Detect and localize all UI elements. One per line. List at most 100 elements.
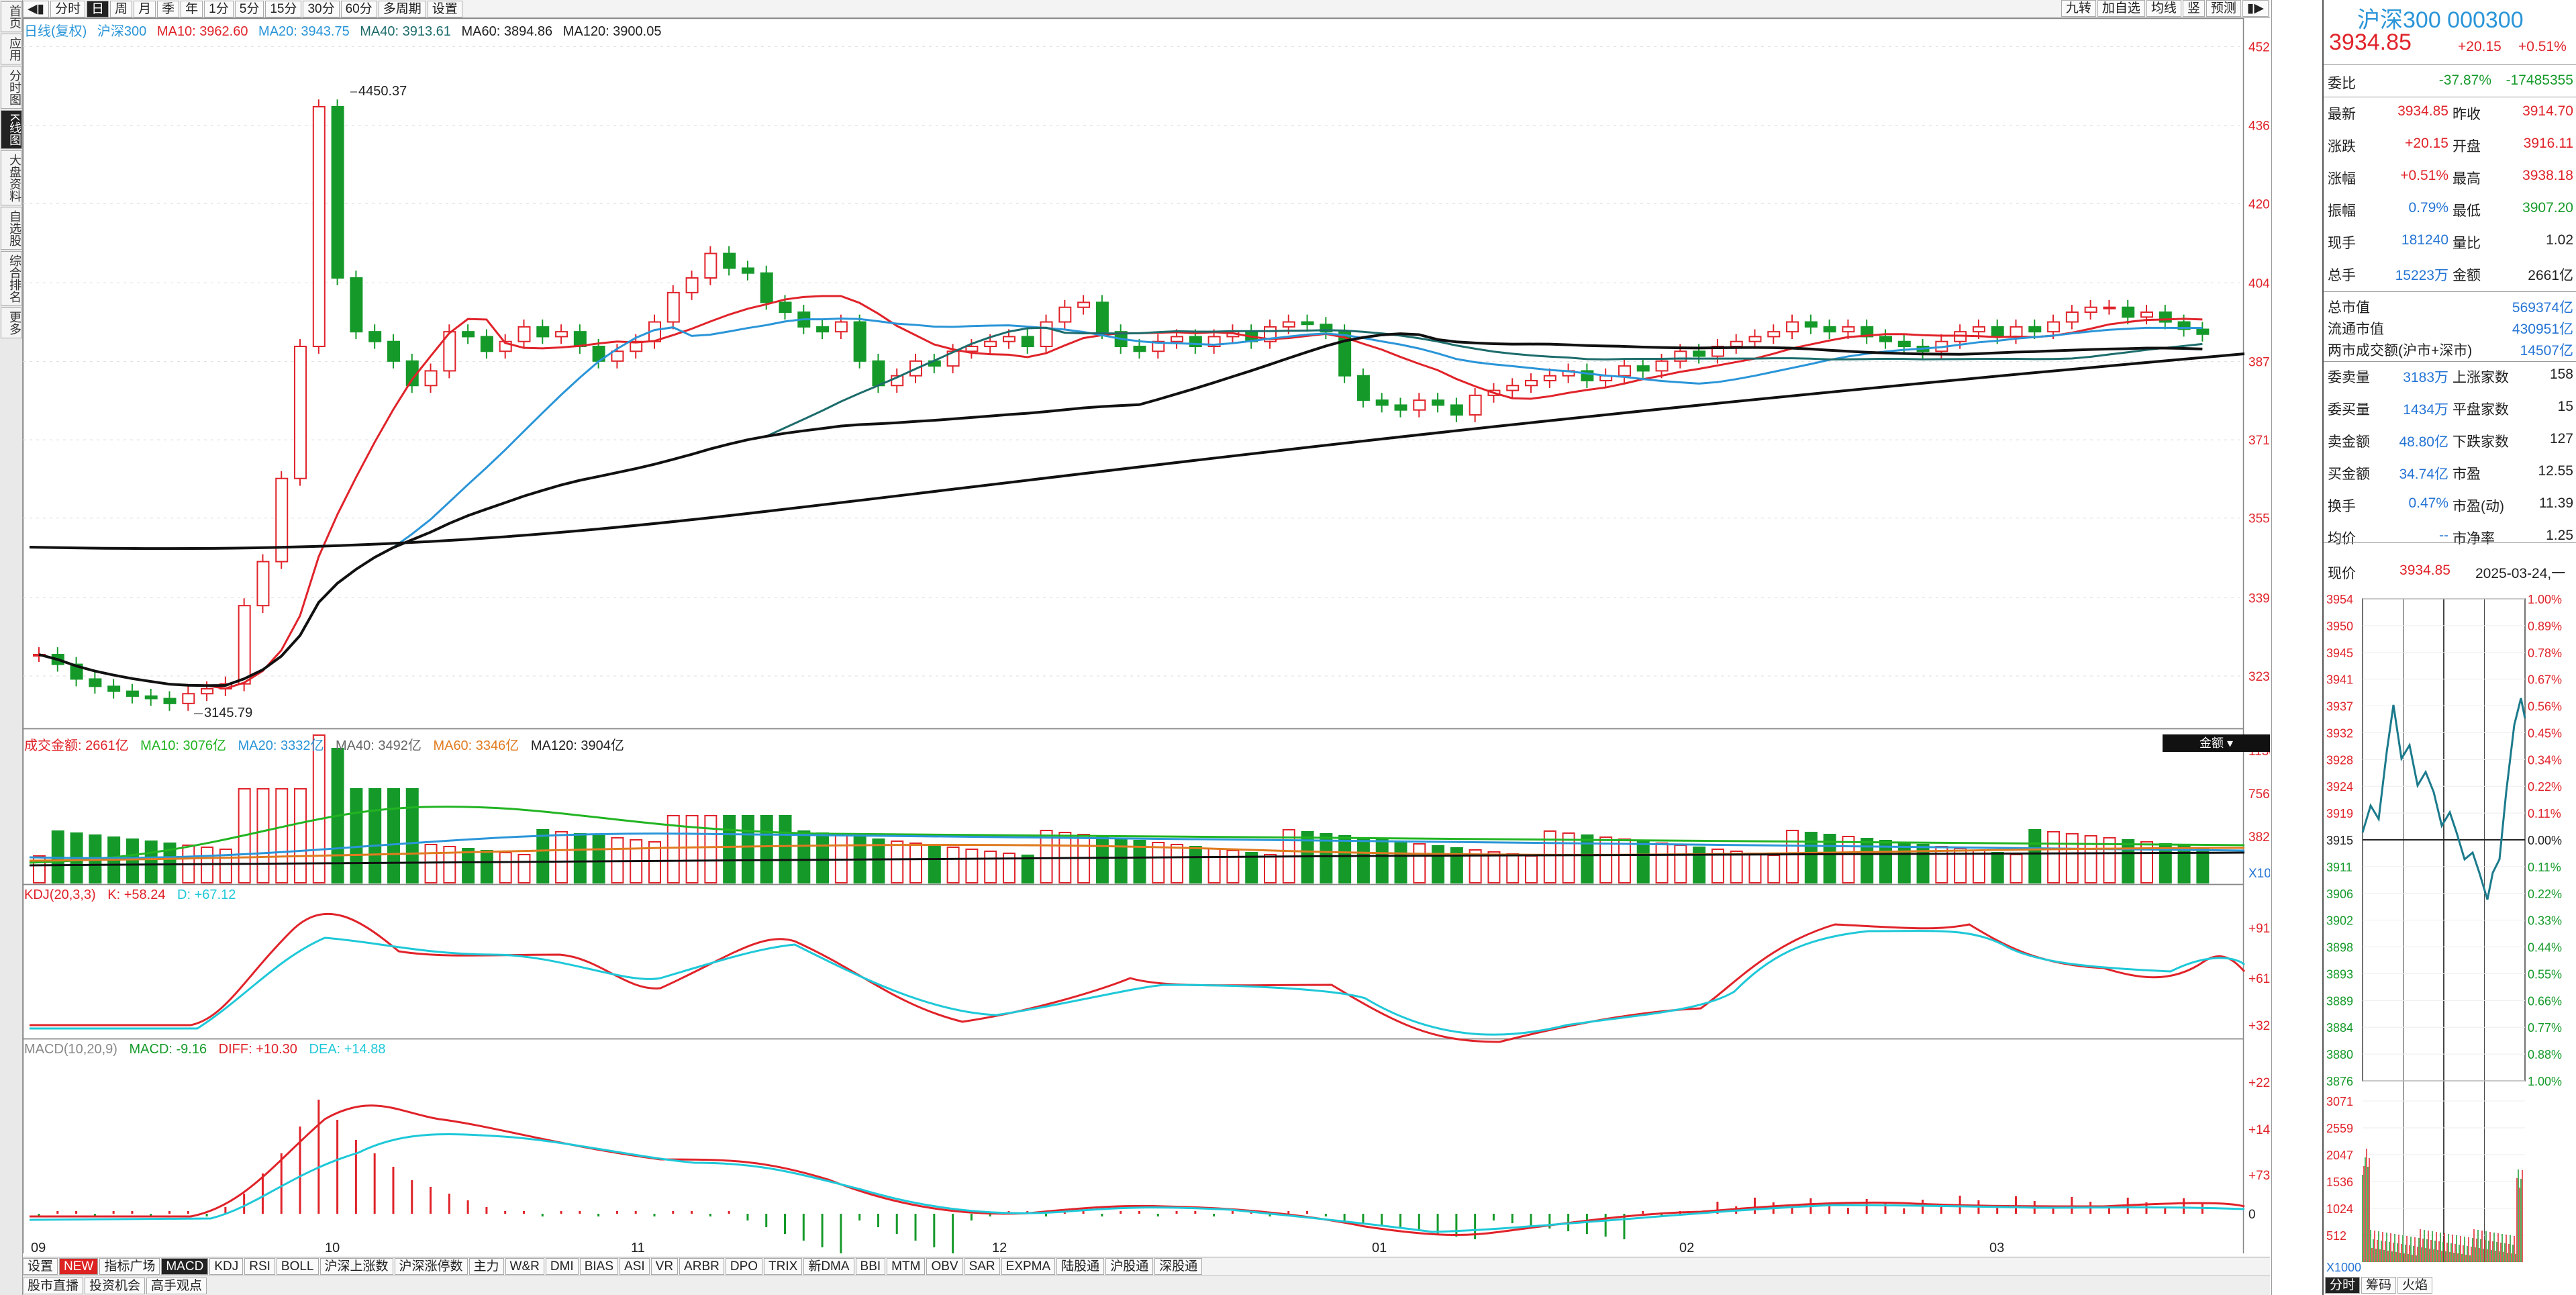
period-tab-6[interactable]: 1分: [204, 0, 234, 17]
indicator-tab-10[interactable]: W&R: [505, 1257, 544, 1275]
volume-bar: [1581, 834, 1594, 883]
candle: [163, 691, 177, 711]
rail-item-2[interactable]: 分时图: [1, 66, 22, 109]
indicator-tab-6[interactable]: BOLL: [276, 1257, 319, 1275]
period-tab-9[interactable]: 30分: [303, 0, 340, 17]
period-tab-2[interactable]: 周: [110, 0, 133, 17]
indicator-tab-22[interactable]: SAR: [964, 1257, 1000, 1275]
candle: [424, 363, 438, 393]
nav-right-button[interactable]: ▮▶: [2242, 0, 2269, 17]
candle: [70, 657, 83, 687]
indicator-tab-19[interactable]: BBI: [855, 1257, 886, 1275]
volume-bar: [685, 815, 699, 883]
quote-row: 涨幅 +0.51% 最高 3938.18: [2328, 168, 2573, 188]
tool-button-1[interactable]: 加自选: [2097, 0, 2145, 17]
indicator-tab-3[interactable]: MACD: [161, 1257, 209, 1275]
indicator-tab-20[interactable]: MTM: [887, 1257, 926, 1275]
quote-label: 市净率: [2453, 531, 2495, 546]
volume-bar: [1133, 840, 1146, 883]
period-tab-10[interactable]: 60分: [340, 0, 377, 17]
rail-item-7[interactable]: 更多: [1, 307, 22, 339]
volume-bar: [1861, 838, 1874, 883]
volume-bar: [666, 815, 680, 883]
volume-bar: [499, 852, 512, 883]
tool-button-0[interactable]: 九转: [2061, 0, 2096, 17]
volume-bar: [1356, 837, 1370, 883]
candle: [1748, 329, 1762, 349]
volume-bar: [517, 854, 531, 883]
candle: [2122, 299, 2135, 325]
ltsz-row: 流通市值 430951亿: [2328, 318, 2573, 338]
rail-item-0[interactable]: 首页: [1, 1, 22, 32]
indicator-tab-7[interactable]: 沪深上涨数: [319, 1257, 393, 1275]
intraday-pct-tick: 0.89%: [2528, 620, 2562, 633]
candle: [1767, 324, 1781, 344]
price-tick: 4202: [2248, 197, 2270, 211]
period-tab-7[interactable]: 5分: [234, 0, 264, 17]
period-tab-12[interactable]: 设置: [427, 0, 462, 17]
indicator-tab-23[interactable]: EXPMA: [1001, 1257, 1056, 1275]
tool-button-4[interactable]: 预测: [2206, 0, 2241, 17]
indicator-tab-26[interactable]: 深股通: [1154, 1257, 1203, 1275]
rail-item-3[interactable]: K线图: [1, 110, 22, 150]
rail-item-4[interactable]: 大盘资料: [1, 150, 22, 206]
status-link-0[interactable]: 股市直播: [23, 1277, 84, 1294]
indicator-tab-21[interactable]: OBV: [926, 1257, 963, 1275]
rail-item-1[interactable]: 应用: [1, 34, 22, 64]
indicator-tab-15[interactable]: ARBR: [679, 1257, 724, 1275]
indicator-tab-4[interactable]: KDJ: [209, 1257, 244, 1275]
period-tab-11[interactable]: 多周期: [378, 0, 426, 17]
period-tab-1[interactable]: 日: [87, 0, 109, 17]
indicator-tab-11[interactable]: DMI: [545, 1257, 579, 1275]
indicator-tab-1[interactable]: NEW: [59, 1257, 99, 1275]
intraday-pct-tick: 0.34%: [2528, 753, 2562, 767]
indicator-tab-24[interactable]: 陆股通: [1056, 1257, 1105, 1275]
period-tab-0[interactable]: 分时: [50, 0, 86, 17]
intraday-tab-2[interactable]: 火焰: [2397, 1277, 2433, 1294]
nav-left-button[interactable]: ◀▮: [23, 0, 50, 17]
indicator-tab-12[interactable]: BIAS: [579, 1257, 619, 1275]
quote-label: 买金额: [2328, 467, 2370, 482]
status-link-1[interactable]: 投资机会: [85, 1277, 146, 1294]
indicator-tab-13[interactable]: ASI: [620, 1257, 650, 1275]
status-link-2[interactable]: 高手观点: [146, 1277, 207, 1294]
intraday-chart[interactable]: 3954 1.00% 3950 0.89% 3945 0.78% 3941 0.67% 3937…: [2324, 591, 2576, 1276]
indicator-tab-14[interactable]: VR: [650, 1257, 679, 1275]
splitter[interactable]: [2271, 0, 2322, 1295]
quote-label: 涨幅: [2328, 171, 2356, 187]
macd-tick: 0: [2248, 1208, 2256, 1222]
quote-label: 委卖量: [2328, 370, 2370, 385]
price-tick: 4523: [2248, 40, 2270, 54]
volume-bar: [1525, 855, 1538, 883]
chart-area[interactable]: 4523 4362 4202 4040 3879 3719 3559 3396 3236 09 10…: [22, 17, 2288, 1259]
tool-button-2[interactable]: 均线: [2146, 0, 2181, 17]
tool-button-3[interactable]: 竖: [2182, 0, 2205, 17]
period-tab-5[interactable]: 年: [181, 0, 203, 17]
intraday-price-tick: 3911: [2326, 861, 2352, 874]
period-tab-4[interactable]: 季: [157, 0, 180, 17]
weibi-label: 委比: [2328, 76, 2356, 91]
indicator-tab-9[interactable]: 主力: [468, 1257, 504, 1275]
indicator-tab-25[interactable]: 沪股通: [1105, 1257, 1154, 1275]
quote-row: 换手 0.47% 市盈(动) 11.39: [2328, 495, 2573, 516]
quote-label: 市盈: [2453, 467, 2481, 482]
indicator-tab-0[interactable]: 设置: [23, 1257, 58, 1275]
intraday-tab-1[interactable]: 筹码: [2361, 1277, 2397, 1294]
indicator-tab-18[interactable]: 新DMA: [803, 1257, 854, 1275]
intraday-tab-0[interactable]: 分时: [2325, 1277, 2361, 1294]
period-tab-3[interactable]: 月: [134, 0, 156, 17]
rail-item-5[interactable]: 自选股: [1, 207, 22, 250]
chart-svg[interactable]: 4523 4362 4202 4040 3879 3719 3559 3396 3236 09 10…: [22, 17, 2288, 1259]
kdj-name: KDJ(20,3,3): [24, 888, 96, 902]
candle: [2010, 319, 2023, 344]
indicator-tab-8[interactable]: 沪深涨停数: [394, 1257, 468, 1275]
indicator-tab-2[interactable]: 指标广场: [99, 1257, 160, 1275]
rail-item-6[interactable]: 综合排名: [1, 251, 22, 307]
amount-selector[interactable]: 金额 ▾: [2163, 734, 2270, 752]
period-tab-8[interactable]: 15分: [265, 0, 302, 17]
indicator-tab-5[interactable]: RSI: [244, 1257, 275, 1275]
macd-diff-line: [30, 1104, 2245, 1237]
quote-value: +0.51%: [2400, 168, 2448, 183]
indicator-tab-16[interactable]: DPO: [725, 1257, 763, 1275]
indicator-tab-17[interactable]: TRIX: [764, 1257, 803, 1275]
